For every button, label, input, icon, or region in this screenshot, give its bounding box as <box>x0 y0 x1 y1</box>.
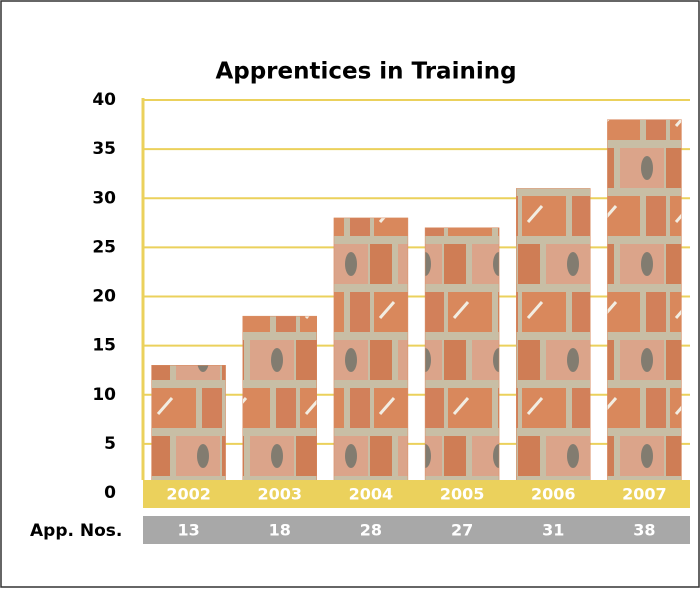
category-band <box>143 480 690 508</box>
y-tick-label: 10 <box>92 385 116 405</box>
x-tick-label: 2002 <box>166 485 211 504</box>
x-tick-label: 2005 <box>440 485 485 504</box>
chart: Apprentices in Training App. Nos. 0 5 10 15… <box>0 0 700 588</box>
chart-title: Apprentices in Training <box>215 59 516 85</box>
bar <box>243 316 317 493</box>
y-tick-label: 40 <box>92 90 116 110</box>
y-tick-label: 30 <box>92 188 116 208</box>
y-tick-label: 25 <box>92 237 116 257</box>
bar <box>334 218 408 493</box>
y-tick-label: 5 <box>104 434 116 454</box>
bar <box>152 365 226 493</box>
table-value: 38 <box>633 521 655 540</box>
x-tick-label: 2004 <box>349 485 394 504</box>
x-tick-label: 2003 <box>257 485 302 504</box>
x-tick-label: 2007 <box>622 485 667 504</box>
table-value: 27 <box>451 521 473 540</box>
bar <box>516 188 590 493</box>
bar <box>425 228 499 493</box>
table-label: App. Nos. <box>30 521 122 541</box>
y-tick-label: 0 <box>104 483 116 503</box>
table-row <box>143 516 690 544</box>
table-value: 31 <box>542 521 564 540</box>
y-tick-label: 35 <box>92 139 116 159</box>
x-tick-label: 2006 <box>531 485 576 504</box>
table-value: 13 <box>177 521 199 540</box>
y-tick-label: 20 <box>92 287 116 307</box>
table-value: 28 <box>360 521 382 540</box>
table-value: 18 <box>269 521 291 540</box>
bar <box>607 120 681 493</box>
y-tick-label: 15 <box>92 336 116 356</box>
